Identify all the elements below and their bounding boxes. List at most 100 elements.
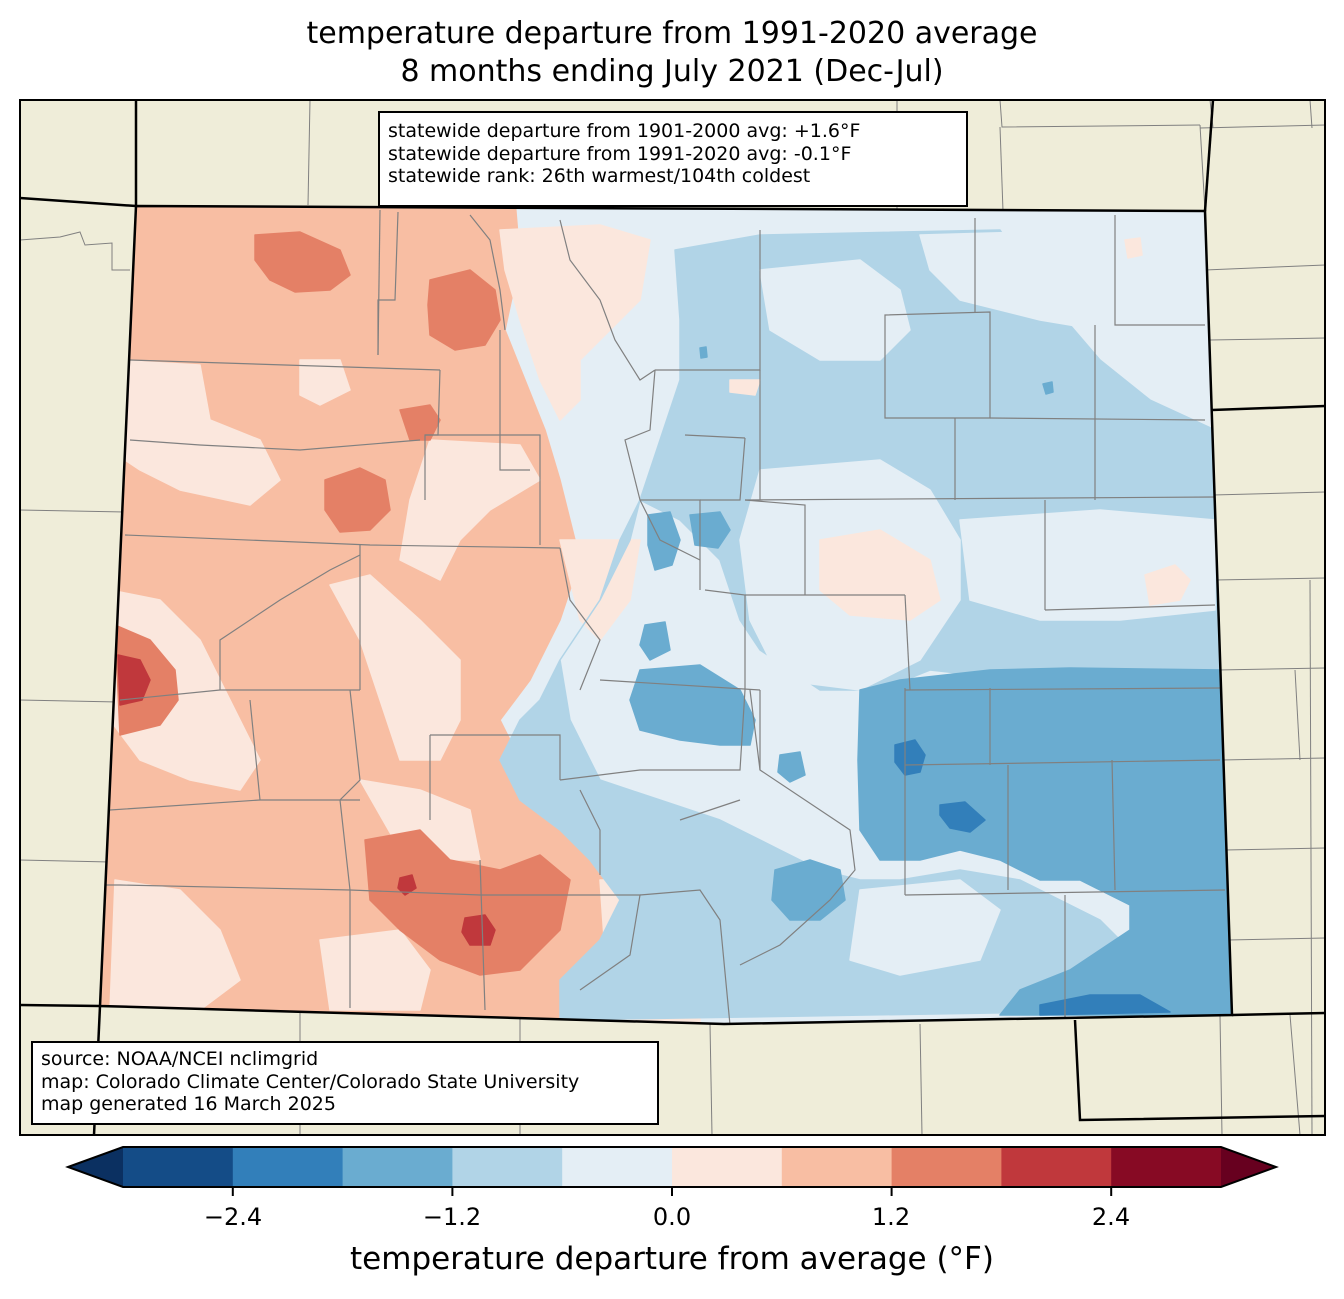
county-border <box>599 679 761 691</box>
map-canvas <box>19 99 1326 1136</box>
county-border <box>904 889 1226 896</box>
colorbar-tick-label: 0.0 <box>652 1203 692 1231</box>
credits-box: source: NOAA/NCEI nclimgrid map: Colorad… <box>31 1041 659 1125</box>
temperature-contour <box>117 654 151 706</box>
county-border <box>1111 759 1116 891</box>
temperature-contour <box>461 914 496 946</box>
neighbor-county-border <box>1212 491 1325 496</box>
temperature-contour <box>299 359 351 406</box>
county-border <box>430 734 561 780</box>
colorbar-over-arrow <box>1221 1147 1276 1187</box>
credits-generated-date: map generated 16 March 2025 <box>41 1093 336 1115</box>
county-border <box>377 211 399 355</box>
county-border <box>479 859 486 1011</box>
county-border <box>129 439 421 451</box>
temperature-contour <box>1042 381 1054 395</box>
state-border <box>20 196 137 208</box>
colorbar-tick-label: −2.4 <box>203 1203 263 1231</box>
temperature-contour <box>771 859 846 921</box>
temperature-contour <box>759 259 911 361</box>
colorado-temperature-field <box>100 206 1232 1024</box>
temperature-contour <box>397 874 417 896</box>
temperature-contour <box>849 879 1001 976</box>
stats-rank: statewide rank: 26th warmest/104th colde… <box>388 165 811 187</box>
county-border <box>1114 215 1205 326</box>
map-title: temperature departure from 1991-2020 ave… <box>306 16 1038 51</box>
state-borders <box>20 100 1325 1135</box>
colorbar-bin <box>342 1147 453 1187</box>
temperature-contour <box>894 739 926 776</box>
colorbar-bin <box>452 1147 563 1187</box>
colorbar-tick-label: 1.2 <box>871 1203 911 1231</box>
temperature-contour <box>254 231 351 293</box>
temperature-contour <box>1124 237 1143 259</box>
county-border <box>904 687 1221 691</box>
neighbor-county-border <box>1309 579 1313 1135</box>
credits-map-author: map: Colorado Climate Center/Colorado St… <box>41 1070 580 1093</box>
temperature-contour <box>857 667 1232 1016</box>
temperature-contour <box>959 509 1216 621</box>
county-border <box>639 499 701 561</box>
neighbor-county-border <box>1227 937 1325 941</box>
temperature-contour <box>399 404 441 441</box>
county-border <box>744 499 806 595</box>
neighbor-county-border <box>1204 264 1325 271</box>
temperature-contour <box>939 801 986 833</box>
temperature-contour <box>699 346 708 359</box>
neighbor-county-border <box>1214 577 1325 581</box>
state-border <box>1231 1011 1325 1017</box>
temperature-contour <box>499 224 651 421</box>
temperature-contour <box>329 574 461 761</box>
county-border <box>679 799 741 821</box>
neighbor-county-border <box>1309 100 1313 129</box>
temperature-contour <box>729 379 761 396</box>
county-border <box>579 789 601 875</box>
temperature-contour <box>399 439 541 581</box>
colorbar-bin <box>672 1147 783 1187</box>
state-border <box>1073 1019 1325 1122</box>
state-border <box>20 1003 101 1008</box>
neighbor-county-border <box>1209 337 1325 341</box>
county-border <box>499 330 530 471</box>
stats-departure-1991-2020: statewide departure from 1991-2020 avg: … <box>388 142 852 165</box>
county-border <box>559 547 601 691</box>
map-subtitle: 8 months ending July 2021 (Dec-Jul) <box>400 54 944 89</box>
temperature-contour <box>819 529 941 621</box>
neighbor-county-border <box>1221 757 1325 761</box>
temperature-contour <box>777 751 806 783</box>
county-border <box>1044 604 1216 611</box>
colorbar-bin <box>891 1147 1002 1187</box>
neighbor-county-border <box>1289 1014 1301 1135</box>
colorbar-bin <box>1111 1147 1222 1187</box>
neighbor-county-border <box>20 699 119 703</box>
temperature-contour <box>324 467 391 533</box>
neighbor-county-border <box>1217 667 1325 671</box>
neighbor-county-border <box>1224 847 1325 851</box>
colorbar-bin <box>232 1147 344 1187</box>
neighbor-county-border <box>20 509 126 513</box>
county-border <box>124 534 561 549</box>
county-border <box>469 214 506 331</box>
county-border <box>249 699 261 801</box>
county-border <box>684 434 746 439</box>
county-border <box>480 894 641 991</box>
neighbor-county-border <box>20 231 130 271</box>
county-border <box>989 417 1206 421</box>
neighbor-county-borders <box>20 100 1325 1135</box>
temperature-contour <box>639 621 671 661</box>
neighbor-county-border <box>999 100 1201 128</box>
colorbar-title: temperature departure from average (°F) <box>350 1241 994 1277</box>
temperature-contour <box>427 269 501 351</box>
colorbar-tick-label: −1.2 <box>422 1203 482 1231</box>
neighbor-county-border <box>999 126 1004 212</box>
neighbor-county-border <box>1199 124 1325 129</box>
temperature-contour <box>629 664 756 746</box>
statewide-stats-box: statewide departure from 1901-2000 avg: … <box>378 111 968 207</box>
county-border <box>904 594 911 691</box>
map-frame <box>19 99 1326 1136</box>
neighbor-county-border <box>20 859 111 863</box>
neighbor-county-border <box>709 1023 713 1135</box>
state-border <box>98 204 1234 1026</box>
colorbar-tick-label: 2.4 <box>1091 1203 1131 1231</box>
stats-departure-1901-2000: statewide departure from 1901-2000 avg: … <box>388 120 861 142</box>
